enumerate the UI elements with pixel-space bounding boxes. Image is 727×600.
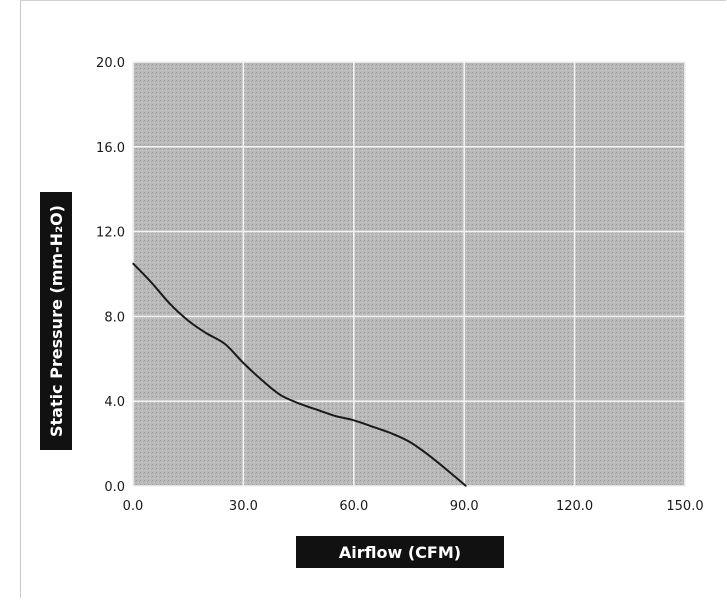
data-point	[150, 281, 152, 284]
x-tick-label: 0.0	[123, 499, 144, 514]
data-point	[224, 343, 226, 345]
data-point	[187, 320, 189, 322]
x-tick-label: 90.0	[450, 499, 479, 514]
x-axis-title: Airflow (CFM)	[339, 543, 461, 562]
plot-area	[133, 62, 685, 486]
data-point	[132, 262, 134, 264]
data-point	[316, 409, 318, 411]
data-point	[371, 426, 373, 428]
y-axis-title-box: Static Pressure (mm-H₂O)	[40, 192, 72, 450]
x-axis-title-box: Airflow (CFM)	[296, 536, 504, 568]
chart-frame	[20, 0, 726, 598]
y-tick-label: 20.0	[96, 56, 125, 71]
x-tick-label: 30.0	[229, 499, 258, 514]
y-axis-title: Static Pressure (mm-H₂O)	[47, 205, 66, 437]
x-tick-label: 150.0	[666, 499, 703, 514]
data-point	[390, 432, 392, 434]
data-point	[206, 332, 208, 334]
data-point	[426, 453, 428, 455]
y-tick-label: 12.0	[96, 226, 125, 241]
data-point	[279, 394, 281, 396]
data-point	[334, 415, 336, 417]
data-point	[169, 303, 171, 305]
data-point	[242, 362, 244, 364]
x-tick-label: 60.0	[339, 499, 368, 514]
y-tick-label: 8.0	[104, 310, 125, 325]
y-tick-label: 4.0	[104, 395, 125, 410]
data-point	[261, 379, 263, 381]
x-tick-label: 120.0	[556, 499, 593, 514]
data-point	[465, 485, 467, 487]
grid-lines	[132, 61, 686, 487]
y-tick-label: 16.0	[96, 141, 125, 156]
tick-labels: 0.0 30.0 60.0 90.0 120.0 150.0 0.0 4.0 8.0 12.0 16…	[96, 56, 704, 514]
data-point	[445, 468, 447, 470]
data-point	[353, 419, 355, 421]
data-point	[298, 402, 300, 404]
data-point	[408, 440, 410, 443]
y-tick-label: 0.0	[104, 480, 125, 495]
series-lines	[132, 262, 467, 487]
